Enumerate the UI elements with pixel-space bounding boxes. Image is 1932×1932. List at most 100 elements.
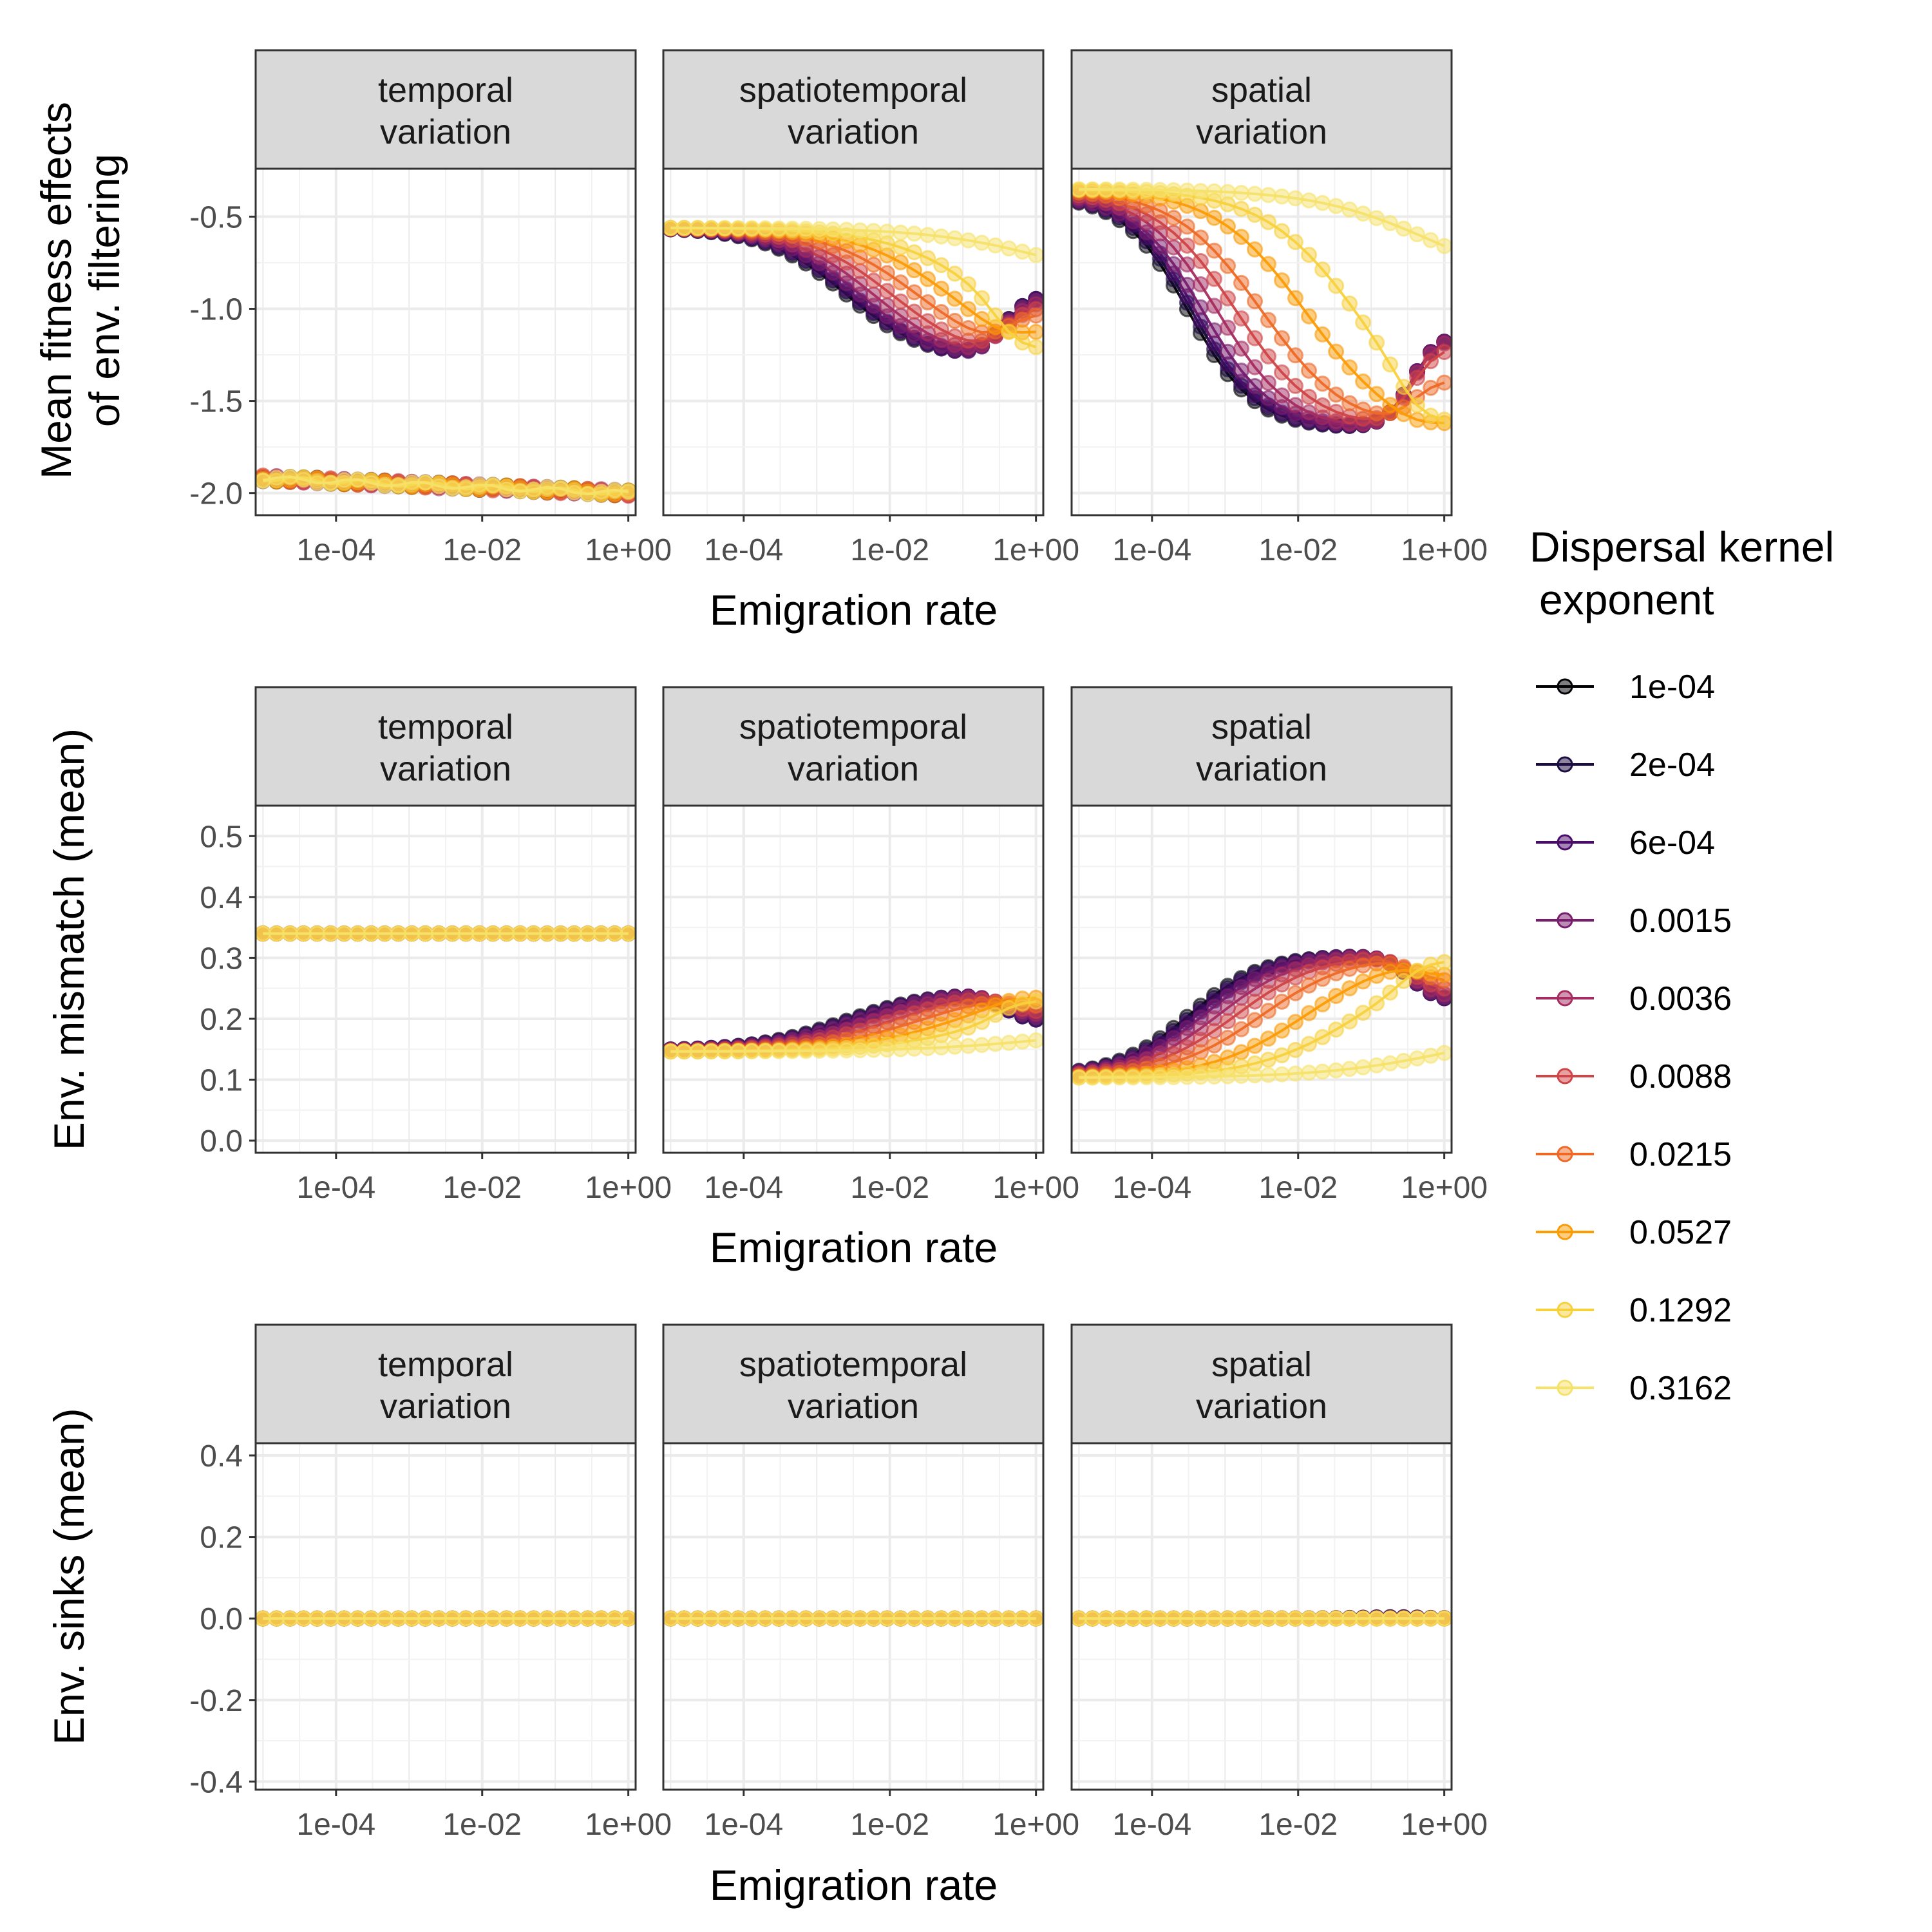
legend-items: 1e-04 2e-04 6e-04 0.0015 0.0036 0.0088 0.0215 0… — [1536, 668, 1732, 1407]
data-point — [1233, 989, 1249, 1006]
legend-label: 0.0036 — [1629, 980, 1732, 1018]
data-point — [1247, 993, 1263, 1010]
data-point — [1260, 1030, 1276, 1047]
series-0.3162 — [662, 1032, 1045, 1060]
data-point — [1247, 1012, 1263, 1028]
panel-2-3: spatial variation 1e-04 1e-02 1e+00 — [1070, 686, 1488, 1205]
data-point — [933, 257, 950, 274]
x-tick-label: 1e-04 — [704, 1808, 783, 1842]
data-point — [1274, 1047, 1290, 1064]
data-point — [1247, 207, 1263, 223]
data-point — [1328, 1021, 1345, 1038]
data-point — [1165, 1069, 1182, 1086]
panel-border — [254, 804, 637, 1154]
data-point — [920, 313, 936, 330]
y-axis-title: Env. mismatch (mean) — [45, 728, 93, 1150]
y-axis-title-line2: of env. filtering — [80, 154, 128, 427]
data-point — [1165, 256, 1182, 272]
data-point — [553, 480, 569, 497]
data-point — [757, 1043, 773, 1059]
data-point — [811, 1043, 828, 1059]
data-point — [1396, 1610, 1412, 1627]
data-point — [1028, 993, 1045, 1010]
panel-1-1: temporal variation 1e-04 1e-02 1e+00 — [254, 49, 672, 567]
data-point — [1341, 980, 1358, 997]
data-point — [404, 925, 420, 942]
data-point — [1179, 182, 1195, 199]
legend-label: 2e-04 — [1629, 746, 1715, 784]
data-point — [1001, 324, 1018, 340]
data-point — [580, 486, 596, 502]
data-point — [1179, 1610, 1195, 1627]
data-point — [593, 1610, 610, 1627]
data-point — [825, 1043, 841, 1059]
data-point — [798, 1610, 814, 1627]
data-point — [1423, 353, 1439, 370]
data-point — [1274, 976, 1290, 993]
data-point — [1423, 232, 1439, 249]
data-point — [281, 468, 298, 485]
data-point — [322, 475, 339, 491]
data-point — [1014, 334, 1031, 351]
data-point — [1014, 995, 1031, 1012]
data-point — [498, 1610, 515, 1627]
data-point — [1287, 1065, 1303, 1082]
data-point — [1206, 1037, 1222, 1054]
data-point — [1260, 348, 1276, 365]
y-axis-title: Env. sinks (mean) — [45, 1408, 93, 1745]
data-point — [1314, 261, 1331, 278]
data-point — [1233, 185, 1249, 201]
data-point — [906, 1040, 923, 1057]
data-point — [363, 925, 379, 942]
x-tick-label: 1e+00 — [992, 533, 1079, 567]
data-point — [1274, 188, 1290, 205]
data-point — [1314, 1610, 1331, 1627]
data-point — [960, 1019, 977, 1036]
data-point — [1001, 1034, 1018, 1051]
data-point — [1260, 214, 1276, 231]
legend-key-point — [1557, 990, 1573, 1007]
data-point — [1192, 299, 1209, 316]
data-point — [879, 297, 895, 314]
data-point — [1396, 406, 1412, 422]
data-point — [1260, 1066, 1276, 1083]
data-point — [1151, 182, 1168, 198]
data-point — [1382, 1055, 1399, 1072]
data-point — [1233, 274, 1249, 291]
y-tick-label: 0.0 — [200, 1602, 243, 1636]
data-point — [743, 1610, 760, 1627]
legend-key-point — [1557, 834, 1573, 851]
data-point — [1328, 343, 1345, 360]
data-point — [1097, 1610, 1114, 1627]
data-point — [1192, 276, 1209, 292]
facet-label-line2: variation — [1196, 113, 1327, 151]
data-point — [417, 474, 433, 491]
data-point — [512, 925, 529, 942]
data-point — [1396, 972, 1412, 989]
y-tick-label: -0.2 — [189, 1684, 243, 1718]
data-point — [1382, 356, 1399, 373]
data-point — [866, 223, 882, 240]
facet-strip — [662, 686, 1045, 807]
data-point — [662, 1043, 679, 1060]
data-point — [1192, 203, 1209, 220]
data-point — [1328, 278, 1345, 294]
data-point — [268, 925, 285, 942]
y-tick-label: 0.5 — [200, 820, 243, 854]
data-point — [716, 1610, 733, 1627]
data-point — [838, 1610, 855, 1627]
data-point — [730, 220, 746, 236]
data-point — [1138, 182, 1155, 198]
data-point — [893, 224, 909, 241]
legend-item-2e-04: 2e-04 — [1536, 746, 1715, 784]
x-tick-label: 1e-04 — [1112, 1171, 1191, 1205]
data-point — [1287, 234, 1303, 251]
data-point — [1314, 326, 1331, 343]
data-point — [1355, 1005, 1372, 1021]
legend-item-0.0036: 0.0036 — [1536, 980, 1732, 1018]
chart-rows: Mean fitness effects of env. filtering -0.… — [32, 49, 1488, 1909]
data-point — [1396, 379, 1412, 395]
data-point — [1314, 375, 1331, 392]
data-point — [1409, 1610, 1426, 1627]
data-point — [974, 1014, 990, 1030]
